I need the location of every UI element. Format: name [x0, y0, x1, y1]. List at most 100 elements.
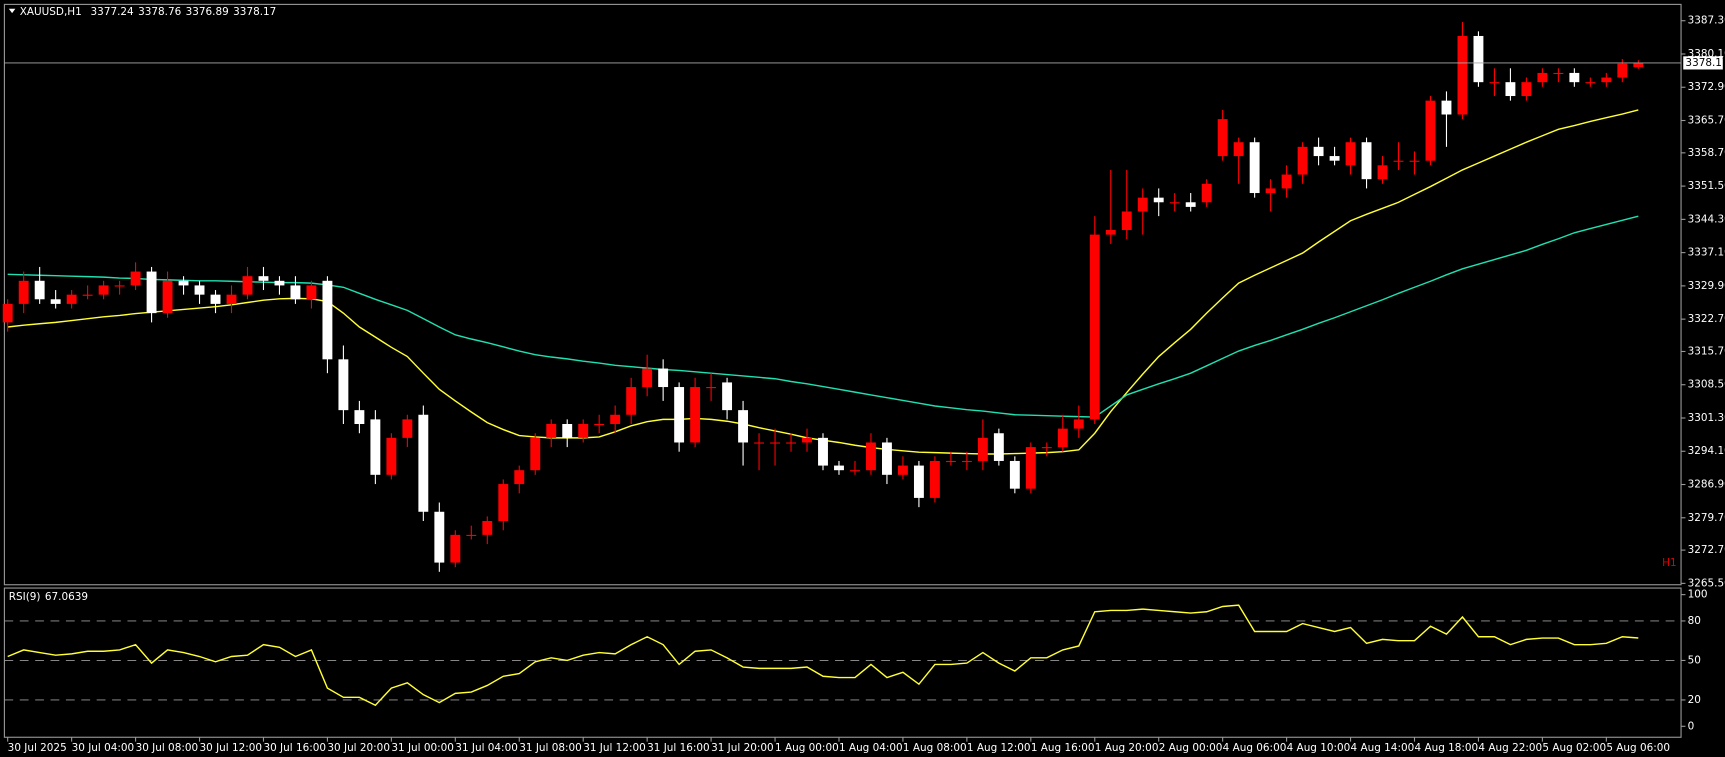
y-tick-label: 3387.30 — [1688, 15, 1725, 27]
candle-body — [1105, 229, 1116, 235]
x-tick-label: 31 Jul 20:00 — [711, 742, 774, 754]
rsi-tick-label: 20 — [1688, 694, 1701, 706]
candle-body — [1233, 142, 1244, 157]
candle-body — [690, 387, 701, 443]
price-header: XAUUSD,H1 3377.24 3378.76 3376.89 3378.17 — [20, 6, 277, 18]
y-tick-label: 3329.90 — [1688, 280, 1725, 292]
candle-body — [1473, 35, 1484, 83]
candle-body — [34, 280, 45, 300]
candle-body — [897, 465, 908, 475]
y-tick-label: 3286.90 — [1688, 479, 1725, 491]
candle-body — [514, 470, 525, 485]
candle-body — [626, 387, 637, 415]
rsi-line — [7, 604, 1639, 707]
x-tick-label: 1 Aug 20:00 — [1095, 742, 1159, 754]
candle-body — [993, 433, 1004, 461]
x-tick-label: 31 Jul 16:00 — [647, 742, 710, 754]
x-tick-label: 1 Aug 04:00 — [839, 742, 903, 754]
candle-body — [274, 280, 285, 286]
x-tick-label: 30 Jul 04:00 — [72, 742, 135, 754]
candle-body — [242, 276, 253, 295]
candle-body — [1185, 202, 1196, 207]
candle-body — [1345, 142, 1356, 166]
timeframe-watermark: H1 — [1662, 557, 1676, 569]
candle-body — [1409, 160, 1420, 162]
rsi-header: RSI(9) 67.0639 — [9, 591, 88, 603]
candle-body — [1041, 447, 1052, 449]
candle-body — [1457, 35, 1468, 115]
candle-body — [1521, 82, 1532, 97]
candle-body — [1441, 100, 1452, 115]
candle-body — [1617, 63, 1628, 78]
candle-body — [1537, 72, 1548, 83]
x-tick-label: 5 Aug 06:00 — [1606, 742, 1670, 754]
candle-body — [418, 414, 429, 512]
candle-body — [1057, 428, 1068, 448]
candle-body — [1297, 146, 1308, 175]
candle-body — [1201, 183, 1212, 203]
y-tick-label: 3308.50 — [1688, 379, 1725, 391]
x-tick-label: 31 Jul 00:00 — [391, 742, 454, 754]
candle-body — [929, 460, 940, 498]
candle-body — [610, 414, 621, 425]
candle-body — [178, 280, 189, 286]
candle-body — [1601, 77, 1612, 83]
y-tick-label: 3272.70 — [1688, 544, 1725, 556]
x-tick-label: 5 Aug 02:00 — [1542, 742, 1606, 754]
candle-body — [818, 437, 828, 466]
candle-body — [1153, 197, 1164, 203]
header-open: 3377.24 — [91, 6, 134, 18]
candle-body — [1217, 119, 1228, 157]
candle-body — [290, 285, 301, 300]
candle-body — [114, 285, 125, 287]
price-panel — [3, 3, 1682, 586]
candle-body — [706, 387, 717, 389]
x-tick-label: 2 Aug 00:00 — [1159, 742, 1223, 754]
candle-body — [354, 410, 365, 425]
candle-body — [1281, 174, 1292, 189]
candle-body — [770, 442, 780, 444]
x-tick-label: 31 Jul 08:00 — [519, 742, 582, 754]
candle-body — [882, 442, 892, 475]
x-tick-label: 30 Jul 20:00 — [327, 742, 390, 754]
candle-body — [866, 442, 876, 471]
y-tick-label: 3344.30 — [1688, 213, 1725, 225]
candle-body — [562, 424, 573, 438]
candle-body — [18, 280, 29, 304]
candle-body — [1089, 234, 1100, 420]
candle-body — [594, 424, 605, 426]
candle-body — [1377, 165, 1388, 180]
rsi-tick-label: 50 — [1688, 654, 1701, 666]
candle-body — [961, 460, 972, 463]
rsi-tick-label: 100 — [1688, 589, 1708, 601]
candle-body — [546, 424, 557, 438]
candle-body — [834, 465, 844, 471]
candle-body — [1633, 62, 1644, 68]
candle-body — [466, 534, 477, 536]
candle-body — [786, 442, 796, 444]
candle-body — [50, 299, 61, 304]
x-tick-label: 4 Aug 06:00 — [1223, 742, 1287, 754]
candle-body — [146, 271, 157, 314]
candle-body — [913, 465, 924, 498]
y-tick-label: 3294.10 — [1688, 445, 1725, 457]
y-tick-label: 3337.10 — [1688, 247, 1725, 259]
y-tick-label: 3372.90 — [1688, 81, 1725, 93]
y-tick-label: 3351.50 — [1688, 180, 1725, 192]
x-tick-label: 4 Aug 10:00 — [1287, 742, 1351, 754]
candle-body — [1569, 72, 1580, 83]
candle-body — [1393, 160, 1404, 162]
current-price-box — [1683, 56, 1723, 70]
x-tick-label: 30 Jul 2025 — [8, 742, 67, 754]
y-tick-label: 3365.70 — [1688, 115, 1725, 127]
candle-body — [98, 285, 109, 295]
candle-body — [2, 303, 13, 323]
candle-body — [338, 359, 349, 411]
candle-body — [322, 280, 333, 360]
rsi-name: RSI(9) — [9, 591, 41, 603]
candle-body — [434, 511, 445, 563]
candle-body — [1553, 72, 1564, 75]
x-tick-label: 30 Jul 08:00 — [136, 742, 199, 754]
